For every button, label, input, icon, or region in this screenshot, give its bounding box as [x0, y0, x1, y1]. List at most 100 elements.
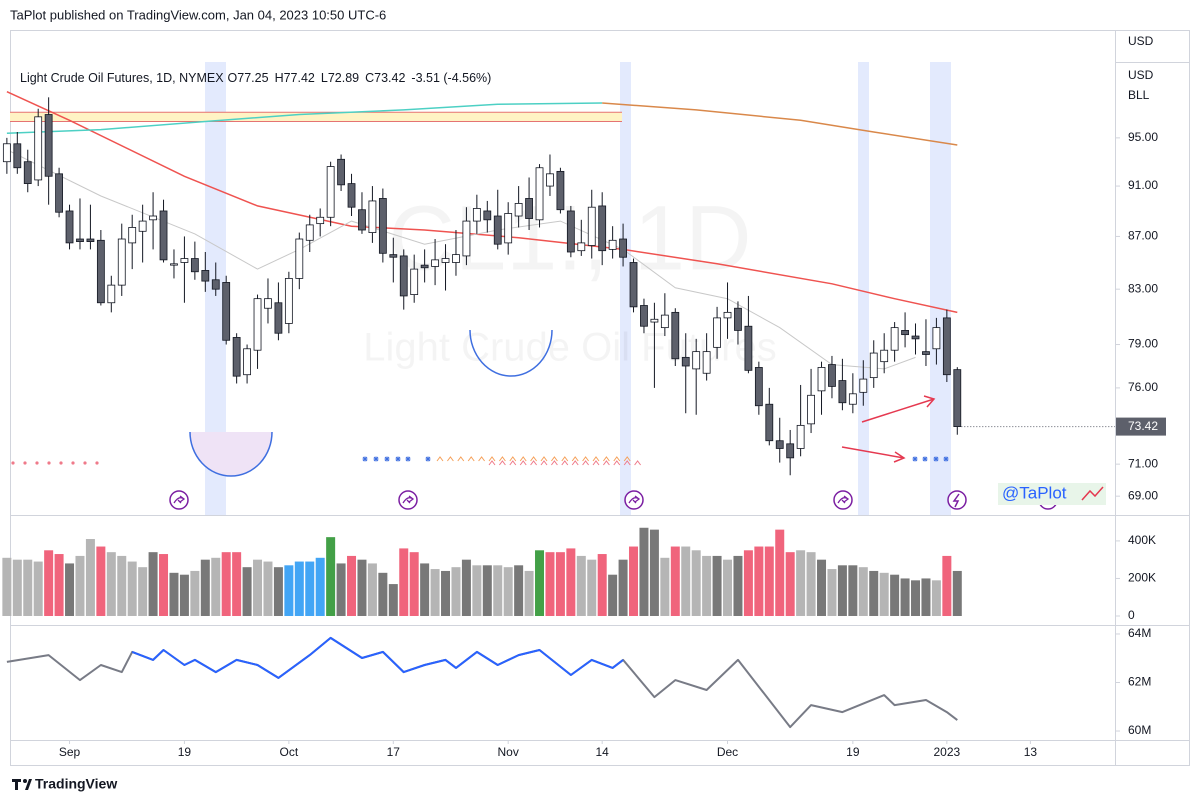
- candle-body: [410, 268, 419, 295]
- marker-star: [922, 456, 928, 462]
- x-tick-label: Nov: [498, 745, 519, 759]
- x-tick-label: 19: [846, 745, 860, 759]
- marker-caret: [561, 456, 569, 462]
- highlight-bands: [205, 62, 951, 515]
- volume-bar: [670, 546, 680, 616]
- volume-bar: [23, 559, 33, 616]
- y-tick-label: 79.00: [1128, 337, 1158, 351]
- volume-bar: [441, 570, 451, 616]
- last-price-label: 73.42: [1128, 419, 1158, 433]
- candle-body: [326, 166, 335, 218]
- volume-bar: [649, 529, 659, 616]
- footer-logo: TradingView: [35, 776, 117, 792]
- volume-bar: [482, 565, 492, 616]
- candle-body: [744, 325, 753, 371]
- volume-bar: [430, 569, 440, 616]
- volume-bar: [806, 552, 816, 616]
- event-icon-glyph: [402, 495, 415, 504]
- volume-bar: [869, 570, 879, 616]
- legend-item: L72.89: [321, 71, 359, 85]
- volume-bar: [54, 554, 64, 616]
- candle-body: [295, 238, 304, 279]
- arrows: [841, 395, 936, 463]
- volume-bar: [357, 559, 367, 616]
- volume-bar: [106, 552, 116, 616]
- marker-caret: [551, 456, 558, 462]
- candle-body: [629, 262, 638, 308]
- candle-body: [922, 351, 930, 355]
- marker-dot: [47, 461, 51, 465]
- pattern-arc: [189, 431, 273, 477]
- y-tick-label: 91.00: [1128, 178, 1158, 192]
- marker-caret: [478, 456, 486, 462]
- moving-average: [602, 102, 958, 146]
- candle-body: [734, 307, 742, 331]
- marker-dot: [35, 461, 39, 465]
- marker-star: [405, 456, 411, 462]
- candle-body: [681, 356, 690, 367]
- volume-bar: [263, 561, 273, 616]
- candle-body: [566, 210, 575, 253]
- candle-body: [452, 254, 460, 263]
- volume-bar: [169, 572, 179, 616]
- candle-body: [2, 143, 11, 163]
- candle-body: [619, 238, 627, 258]
- candle-body: [890, 327, 899, 351]
- marker-caret: [540, 460, 548, 466]
- volume-bar: [315, 557, 325, 616]
- last-price-tag: [1116, 417, 1166, 436]
- volume-bar: [127, 561, 137, 616]
- volume-tick-label: 400K: [1128, 533, 1156, 547]
- candle-body: [305, 224, 314, 241]
- candle-body: [337, 158, 345, 186]
- candle-body: [96, 239, 105, 304]
- volume-bar: [253, 559, 263, 616]
- volume-bar: [681, 546, 691, 616]
- volume-bar: [879, 572, 889, 616]
- volume-bar: [576, 555, 586, 616]
- x-tick-label: Oct: [280, 745, 299, 759]
- moving-average: [6, 102, 603, 134]
- volume-bar: [117, 555, 127, 616]
- marker-caret: [561, 460, 569, 466]
- arrow-head: [893, 451, 906, 463]
- candle-body: [493, 215, 502, 245]
- event-icon: [833, 490, 853, 510]
- candle-body: [911, 335, 920, 340]
- volume-bar: [420, 563, 430, 616]
- indicator-tick-label: 64M: [1128, 626, 1151, 640]
- volume-bar: [754, 546, 764, 616]
- candle-body: [723, 311, 732, 319]
- volume-bar: [858, 567, 868, 616]
- volume-bar: [775, 529, 785, 616]
- marker-caret: [592, 460, 600, 466]
- volume-bar: [65, 563, 75, 616]
- marker-caret: [540, 456, 548, 462]
- candle-body: [901, 330, 909, 336]
- candle-body: [775, 440, 784, 449]
- candle-body: [765, 403, 774, 442]
- volume-bar: [242, 567, 252, 616]
- y-tick-label: 76.00: [1128, 380, 1158, 394]
- candle-body: [86, 238, 95, 242]
- header-text: TaPlot published on TradingView.com, Jan…: [10, 7, 386, 22]
- candle-body: [504, 213, 513, 244]
- candle-body: [640, 305, 648, 327]
- candle-body: [598, 205, 607, 252]
- marker-caret: [551, 460, 558, 466]
- candle-body: [211, 279, 220, 290]
- event-icon: [624, 490, 644, 510]
- indicator-line: [131, 636, 624, 679]
- volume-bar: [378, 572, 388, 616]
- candle-body: [859, 378, 868, 393]
- candle-body: [713, 317, 721, 348]
- candle-body: [535, 167, 544, 221]
- volume-tick-label: 0: [1128, 608, 1135, 622]
- candle-body: [232, 337, 241, 377]
- candle-body: [702, 351, 711, 374]
- volume-bar: [743, 550, 753, 616]
- volume-bar: [942, 555, 952, 616]
- volume-bar: [900, 578, 910, 616]
- volume-bar: [524, 570, 534, 616]
- volume-bar: [232, 552, 242, 616]
